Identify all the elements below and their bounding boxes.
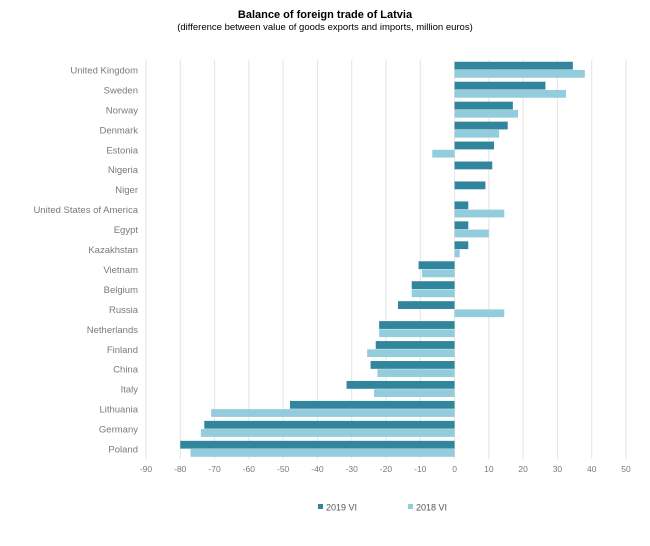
bar-2018-16 bbox=[374, 389, 455, 397]
x-tick-label: -60 bbox=[243, 464, 256, 474]
category-label: Vietnam bbox=[103, 265, 138, 276]
category-label: Niger bbox=[115, 185, 138, 196]
bar-2019-19 bbox=[180, 440, 455, 449]
category-label: Egypt bbox=[114, 225, 139, 236]
bar-2018-15 bbox=[377, 369, 455, 378]
bar-2018-9 bbox=[454, 249, 460, 258]
bar-2018-7 bbox=[454, 209, 505, 218]
x-tick-label: -50 bbox=[277, 464, 290, 474]
x-tick-label: -90 bbox=[140, 464, 153, 474]
category-label: Finland bbox=[107, 345, 138, 356]
bar-2019-13 bbox=[379, 321, 455, 329]
bar-2018-12 bbox=[454, 309, 505, 318]
category-label: Sweden bbox=[104, 85, 138, 96]
x-tick-label: 50 bbox=[621, 464, 631, 474]
chart-title: Balance of foreign trade of Latvia bbox=[237, 9, 413, 21]
x-tick-label: -40 bbox=[311, 464, 324, 474]
bar-2019-6 bbox=[454, 181, 486, 190]
x-tick-label: -30 bbox=[346, 464, 359, 474]
bar-2018-4 bbox=[432, 149, 455, 158]
x-tick-label: -70 bbox=[208, 464, 221, 474]
bar-2019-0 bbox=[454, 61, 573, 70]
x-tick-label: -10 bbox=[414, 464, 427, 474]
x-tick-label: 10 bbox=[484, 464, 494, 474]
bar-2018-19 bbox=[190, 449, 455, 457]
bar-2019-4 bbox=[454, 141, 494, 150]
bar-2019-7 bbox=[454, 201, 469, 210]
legend-label: 2018 VI bbox=[416, 503, 447, 513]
chart-subtitle: (difference between value of goods expor… bbox=[177, 22, 473, 33]
category-label: Netherlands bbox=[87, 325, 138, 336]
bar-2018-2 bbox=[454, 109, 518, 118]
bar-2019-18 bbox=[204, 420, 455, 429]
legend: 2019 VI 2018 VI bbox=[318, 503, 447, 513]
bar-2018-14 bbox=[367, 349, 455, 358]
category-labels: United Kingdom Sweden Norway Denmark Estonia… bbox=[33, 65, 138, 455]
bar-2019-2 bbox=[454, 101, 513, 110]
bars bbox=[180, 61, 585, 457]
x-tick-label: -20 bbox=[380, 464, 393, 474]
x-tick-label: 30 bbox=[553, 464, 563, 474]
bar-2018-8 bbox=[454, 229, 489, 238]
bar-2018-18 bbox=[200, 429, 455, 437]
bar-2018-13 bbox=[379, 329, 455, 338]
bar-2019-14 bbox=[375, 341, 455, 349]
category-label: Norway bbox=[106, 105, 138, 116]
bar-2019-8 bbox=[454, 221, 469, 230]
bar-2018-10 bbox=[422, 269, 455, 278]
bar-2019-11 bbox=[411, 281, 455, 290]
category-label: Russia bbox=[109, 305, 139, 316]
bar-2019-1 bbox=[454, 81, 546, 90]
bar-2018-0 bbox=[454, 69, 585, 78]
category-label: Lithuania bbox=[99, 405, 138, 416]
category-label: United Kingdom bbox=[70, 65, 138, 76]
x-tick-label: 40 bbox=[587, 464, 597, 474]
bar-2019-9 bbox=[454, 241, 469, 250]
bar-2019-12 bbox=[398, 301, 455, 309]
category-label: Kazakhstan bbox=[88, 245, 138, 256]
category-label: United States of America bbox=[33, 205, 138, 216]
category-label: Denmark bbox=[99, 125, 138, 136]
category-label: Belgium bbox=[104, 285, 138, 296]
grid-lines bbox=[145, 60, 627, 459]
category-label: Estonia bbox=[106, 145, 138, 156]
bar-2019-10 bbox=[418, 261, 455, 270]
bar-2019-3 bbox=[454, 121, 508, 130]
x-tick-label: -80 bbox=[174, 464, 187, 474]
legend-label: 2019 VI bbox=[326, 503, 357, 513]
category-label: Italy bbox=[121, 385, 139, 396]
x-tick-label: 0 bbox=[452, 464, 457, 474]
bar-2018-1 bbox=[454, 89, 566, 98]
x-tick-label: 20 bbox=[518, 464, 528, 474]
bar-2018-11 bbox=[411, 289, 455, 298]
bar-2018-17 bbox=[211, 409, 455, 417]
bar-2019-16 bbox=[346, 380, 455, 389]
legend-swatch bbox=[318, 504, 323, 509]
bar-2018-3 bbox=[454, 129, 500, 138]
legend-swatch bbox=[408, 504, 413, 509]
category-label: Germany bbox=[99, 425, 138, 436]
category-label: China bbox=[113, 365, 139, 376]
bar-2019-15 bbox=[370, 361, 455, 369]
category-label: Poland bbox=[108, 445, 138, 456]
category-label: Nigeria bbox=[108, 165, 139, 176]
x-tick-labels: -90 -80 -70 -60 -50 -40 -30 -20 -10 0 10 20 30 40 50 bbox=[140, 464, 631, 474]
bar-2019-17 bbox=[290, 400, 455, 409]
bar-2019-5 bbox=[454, 161, 493, 170]
